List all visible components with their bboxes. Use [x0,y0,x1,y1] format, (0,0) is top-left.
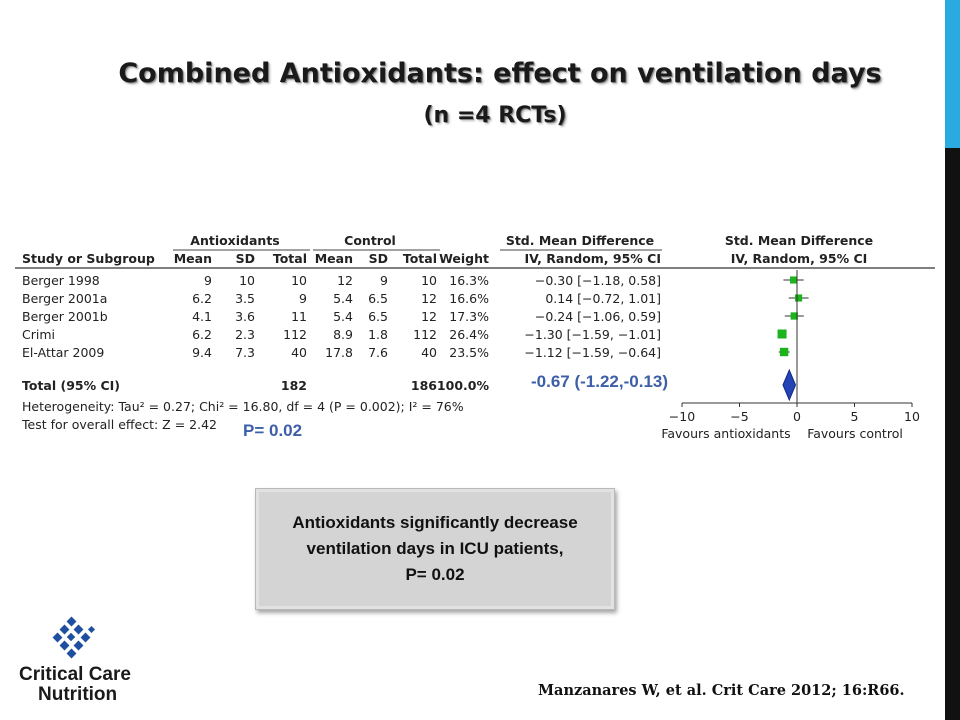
p-value-label: P= 0.02 [243,421,303,440]
row-study-cell: Berger 1998 [22,273,100,288]
citation: Manzanares W, et al. Crit Care 2012; 16:… [538,682,905,699]
row-sd-cell: 6.5 [368,309,388,324]
row-sd-cell: 3.5 [235,291,255,306]
row-weight-cell: 23.5% [449,345,489,360]
row-ci-cell: −0.24 [−1.06, 0.59] [535,309,661,324]
row-mean-cell: 12 [337,273,353,288]
row-sd-cell: 3.6 [235,309,255,324]
column-header-mean: Mean [174,251,212,266]
row-sd-cell: 2.3 [235,327,255,342]
column-header-weight: Weight [439,251,489,266]
column-header-ci: IV, Random, 95% CI [524,251,661,266]
row-total-cell: 12 [421,309,437,324]
total-label: Total (95% CI) [22,378,120,393]
logo-text-line-2: Nutrition [38,684,118,705]
total-exp-n: 182 [281,378,307,393]
row-mean-cell: 6.2 [192,327,212,342]
row-mean-cell: 5.4 [333,291,353,306]
column-header-sd: SD [236,251,255,266]
x-tick-label: 0 [793,409,801,424]
x-tick-label: −5 [730,409,748,424]
callout-line-1: Antioxidants significantly decrease [292,513,578,532]
row-ci-cell: 0.14 [−0.72, 1.01] [545,291,661,306]
column-header-study: Study or Subgroup [22,251,155,266]
slide-subtitle: (n =4 RCTs) [423,103,567,128]
x-tick-label: −10 [669,409,695,424]
row-mean-cell: 9.4 [192,345,212,360]
row-sd-cell: 7.6 [368,345,388,360]
row-mean-cell: 9 [204,273,212,288]
favours-left-label: Favours antioxidants [661,426,790,441]
row-ci-cell: −1.12 [−1.59, −0.64] [524,345,661,360]
row-sd-cell: 7.3 [235,345,255,360]
row-total-cell: 10 [421,273,437,288]
logo-text-line-1: Critical Care [19,664,131,685]
callout-line-2: ventilation days in ICU patients, [306,539,564,558]
row-study-cell: Berger 2001b [22,309,108,324]
conclusion-callout: Antioxidants significantly decrease vent… [255,488,615,610]
study-marker [777,329,787,339]
row-sd-cell: 6.5 [368,291,388,306]
overall-effect-text: Test for overall effect: Z = 2.42 [21,417,217,432]
slide-side-bar [945,0,960,720]
critical-care-nutrition-logo: Critical Care Nutrition [16,615,136,710]
study-marker [795,294,803,302]
row-mean-cell: 4.1 [192,309,212,324]
row-total-cell: 11 [291,309,307,324]
row-total-cell: 10 [291,273,307,288]
row-sd-cell: 9 [380,273,388,288]
forest-plot: Antioxidants Control Std. Mean Difference S… [15,233,935,441]
study-marker [779,347,789,357]
row-sd-cell: 10 [239,273,255,288]
header-antioxidants: Antioxidants [190,233,279,248]
logo-mark-icon [52,616,96,659]
plot-header: IV, Random, 95% CI [731,251,868,266]
row-total-cell: 9 [299,291,307,306]
row-study-cell: Crimi [22,327,55,342]
row-mean-cell: 6.2 [192,291,212,306]
row-mean-cell: 8.9 [333,327,353,342]
header-plot: Std. Mean Difference [725,233,873,248]
row-total-cell: 40 [421,345,437,360]
row-mean-cell: 17.8 [325,345,353,360]
row-weight-cell: 16.3% [449,273,489,288]
column-header-mean: Mean [315,251,353,266]
pooled-diamond [782,368,797,402]
heterogeneity-text: Heterogeneity: Tau² = 0.27; Chi² = 16.80… [22,399,464,414]
row-ci-cell: −0.30 [−1.18, 0.58] [535,273,661,288]
header-control: Control [344,233,396,248]
study-marker [790,312,798,320]
row-weight-cell: 16.6% [449,291,489,306]
row-mean-cell: 5.4 [333,309,353,324]
column-header-total: Total [273,251,307,266]
callout-line-3: P= 0.02 [405,565,465,584]
row-total-cell: 112 [413,327,437,342]
row-weight-cell: 17.3% [449,309,489,324]
row-study-cell: El-Attar 2009 [22,345,104,360]
favours-right-label: Favours control [807,426,903,441]
row-weight-cell: 26.4% [449,327,489,342]
header-effect: Std. Mean Difference [506,233,654,248]
row-ci-cell: −1.30 [−1.59, −1.01] [524,327,661,342]
column-header-total: Total [403,251,437,266]
study-marker [790,276,798,284]
total-weight: 100.0% [437,378,490,393]
row-total-cell: 40 [291,345,307,360]
row-sd-cell: 1.8 [368,327,388,342]
total-ctl-n: 186 [411,378,437,393]
x-tick-label: 5 [851,409,859,424]
slide-title: Combined Antioxidants: effect on ventila… [118,58,882,89]
column-header-sd: SD [369,251,388,266]
x-tick-label: 10 [904,409,920,424]
row-total-cell: 112 [283,327,307,342]
pooled-estimate-label: -0.67 (-1.22,-0.13) [531,372,669,391]
row-study-cell: Berger 2001a [22,291,107,306]
row-total-cell: 12 [421,291,437,306]
slide-accent-bar [945,0,960,148]
